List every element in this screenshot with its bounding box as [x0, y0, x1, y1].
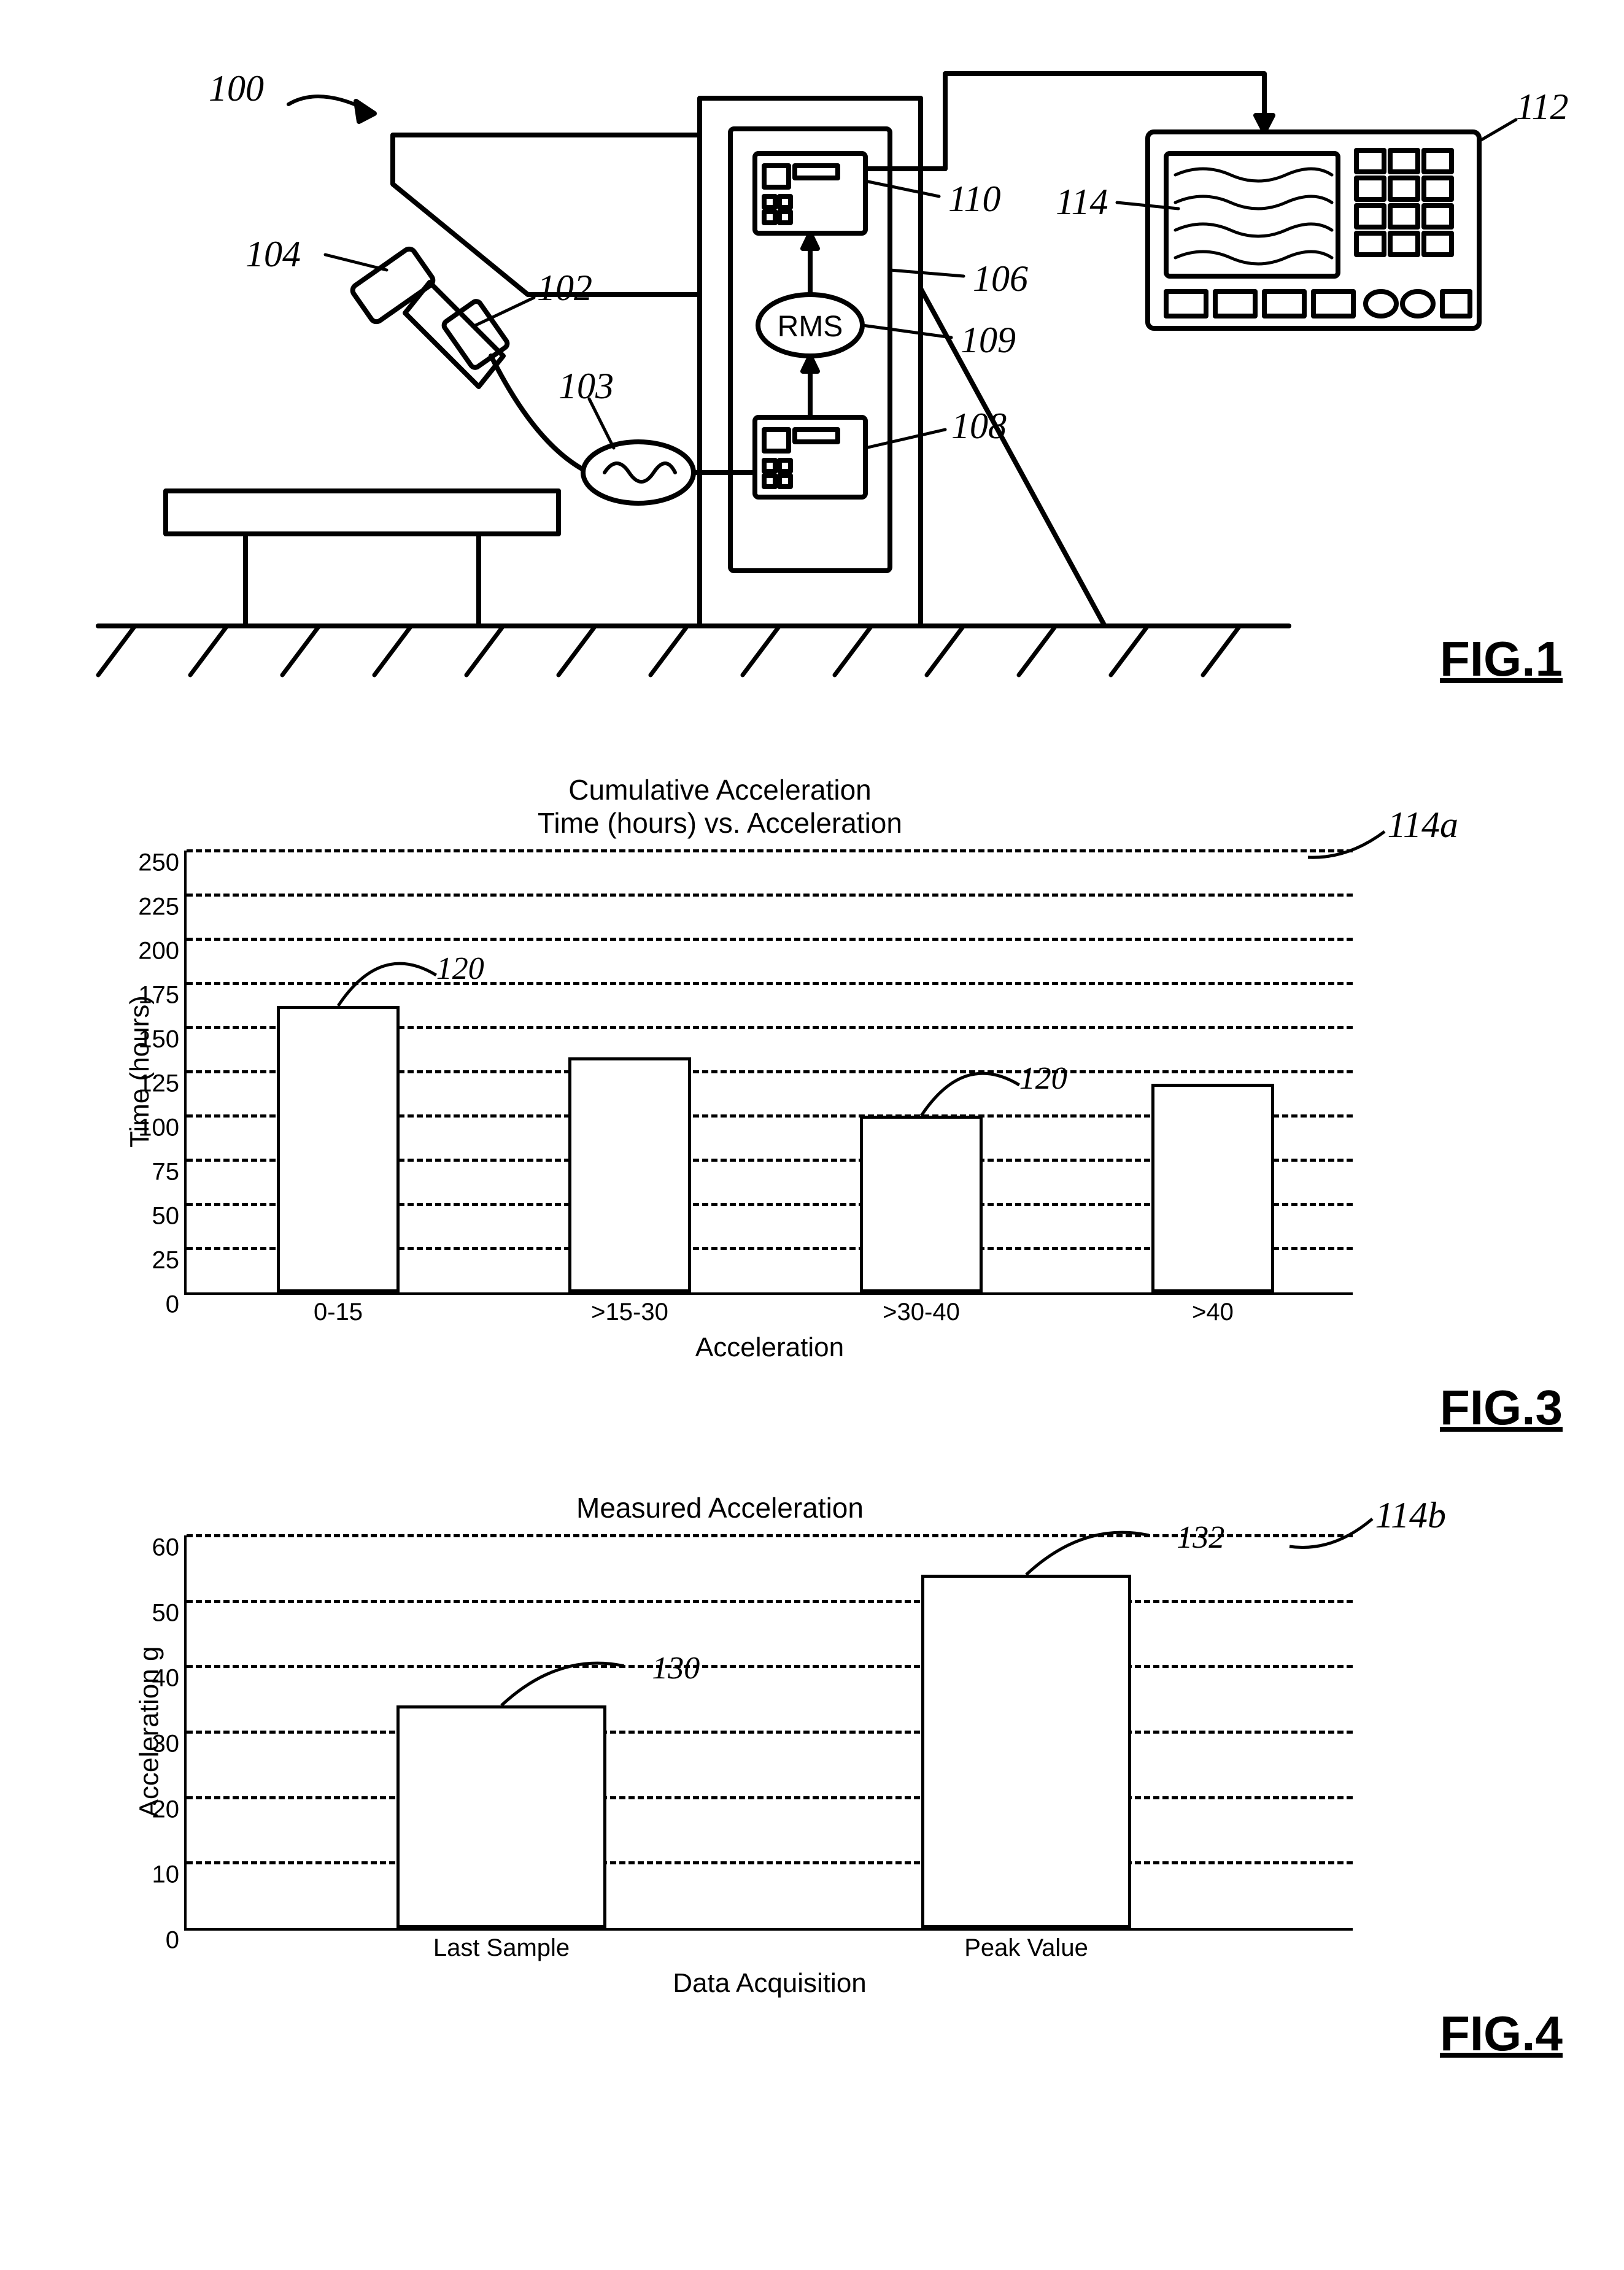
fig3-panel: Cumulative Acceleration Time (hours) vs.…	[25, 773, 1599, 1418]
ytick: 20	[106, 1796, 187, 1823]
ytick: 225	[106, 894, 187, 921]
ytick: 50	[106, 1599, 187, 1627]
ytick: 75	[106, 1159, 187, 1186]
ytick: 200	[106, 938, 187, 965]
gridline	[187, 1731, 1353, 1734]
ref-109: 109	[961, 319, 1016, 361]
bar	[921, 1575, 1131, 1928]
fig3-panel-ref: 114a	[1387, 804, 1458, 846]
fig1-label: FIG.1	[1440, 631, 1563, 687]
xtick: Peak Value	[964, 1928, 1088, 1962]
ytick: 10	[106, 1861, 187, 1889]
ref-102: 102	[537, 267, 592, 309]
gridline	[187, 849, 1353, 852]
ytick: 50	[106, 1203, 187, 1230]
callout-ref: 132	[1177, 1519, 1224, 1556]
callout-leader	[489, 1638, 624, 1724]
gridline	[187, 894, 1353, 897]
gridline	[187, 1665, 1353, 1668]
fig3-label: FIG.3	[1440, 1380, 1563, 1436]
xtick: Last Sample	[433, 1928, 570, 1962]
xtick: >30-40	[883, 1292, 960, 1326]
ytick: 100	[106, 1114, 187, 1142]
fig3-ref-leader	[1305, 825, 1391, 862]
fig3-xlabel: Acceleration	[695, 1292, 844, 1363]
callout-ref: 130	[652, 1650, 700, 1686]
ytick: 150	[106, 1026, 187, 1054]
callout-leader	[1014, 1507, 1149, 1593]
fig4-label: FIG.4	[1440, 2006, 1563, 2062]
fig4-plot: Acceleration g Data Acquisition 01020304…	[184, 1535, 1353, 1931]
fig4-panel-ref: 114b	[1375, 1494, 1446, 1537]
bar	[860, 1116, 983, 1292]
callout-leader	[326, 938, 461, 1024]
gridline	[187, 1861, 1353, 1864]
xtick: >15-30	[591, 1292, 668, 1326]
ytick: 25	[106, 1247, 187, 1275]
ref-106: 106	[973, 258, 1028, 300]
ytick: 125	[106, 1070, 187, 1098]
fig1-diagram: RMS	[25, 25, 1599, 700]
fig1-panel: RMS 100 104 102 103 110 106 109 108 112 …	[25, 25, 1599, 700]
ytick: 0	[106, 1927, 187, 1955]
ref-103: 103	[559, 365, 614, 407]
bar	[396, 1705, 606, 1928]
fig3-title1: Cumulative Acceleration	[0, 773, 1599, 806]
gridline	[187, 1796, 1353, 1799]
ytick: 60	[106, 1534, 187, 1562]
fig3-plot: Time (hours) Acceleration 02550751001251…	[184, 851, 1353, 1295]
bar	[568, 1057, 691, 1292]
ytick: 175	[106, 982, 187, 1010]
fig4-panel: Measured Acceleration Acceleration g Dat…	[25, 1491, 1599, 2044]
ref-112: 112	[1516, 86, 1569, 128]
ref-114: 114	[1056, 181, 1108, 223]
xtick: 0-15	[314, 1292, 363, 1326]
xtick: >40	[1192, 1292, 1234, 1326]
fig4-xlabel: Data Acquisition	[673, 1928, 867, 1999]
fig4-ref-leader	[1286, 1513, 1378, 1556]
bar	[277, 1006, 400, 1292]
ref-108: 108	[951, 405, 1007, 447]
ytick: 40	[106, 1665, 187, 1693]
ytick: 0	[106, 1291, 187, 1319]
ytick: 30	[106, 1731, 187, 1758]
bar	[1151, 1084, 1274, 1292]
ref-100: 100	[209, 68, 264, 110]
gridline	[187, 1600, 1353, 1603]
callout-leader	[909, 1048, 1044, 1134]
rms-label: RMS	[778, 311, 843, 343]
ref-104: 104	[246, 233, 301, 276]
ytick: 250	[106, 849, 187, 877]
ref-110: 110	[948, 178, 1001, 220]
